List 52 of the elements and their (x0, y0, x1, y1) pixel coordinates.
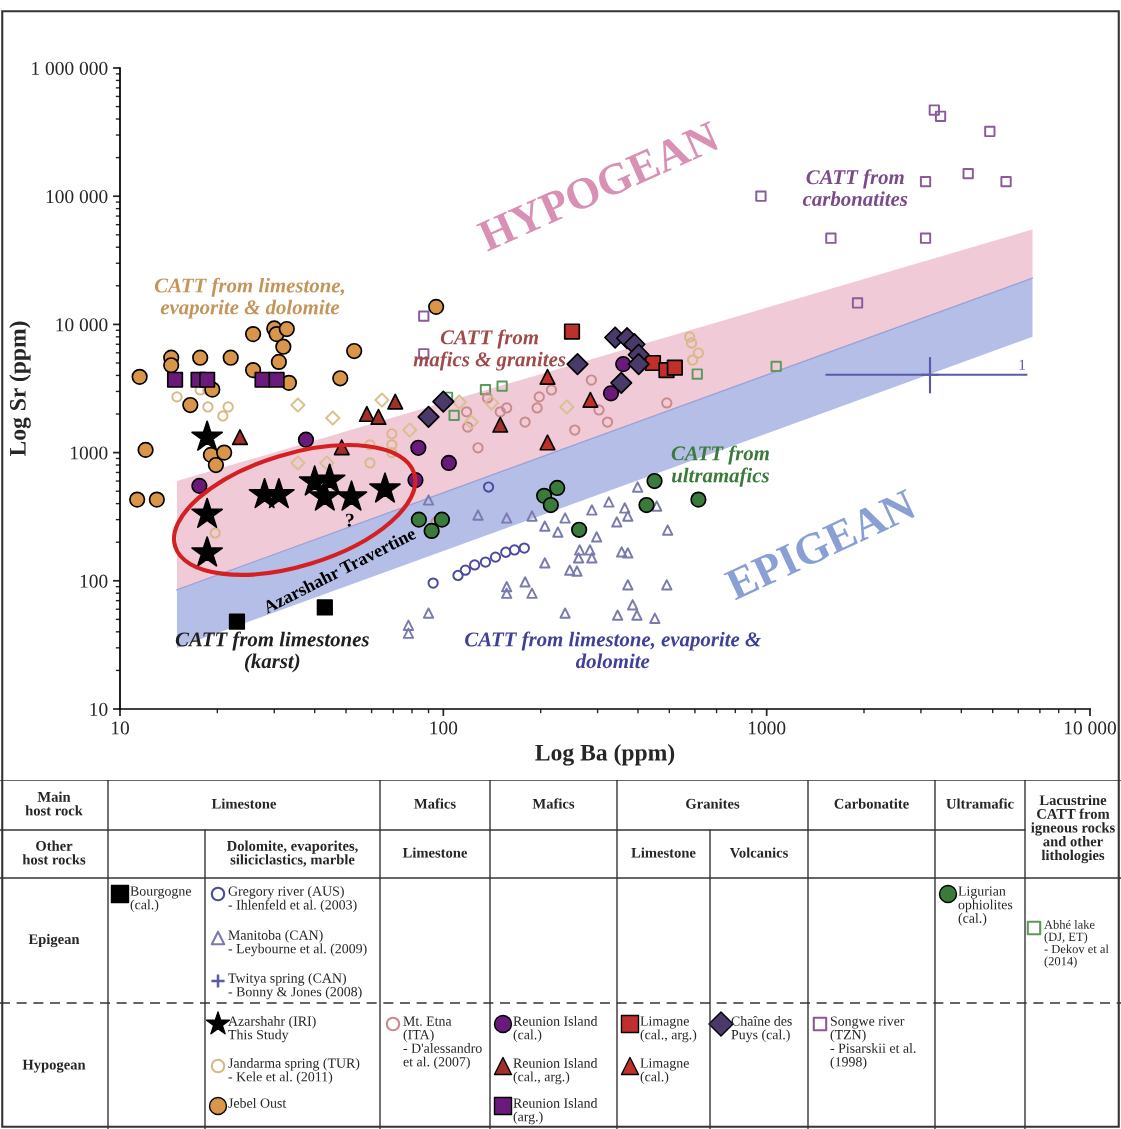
text: Limestone (211, 798, 277, 809)
annotation: CATT from carbonatites (802, 169, 908, 207)
legend-label: Limagne (cal.) (640, 1058, 689, 1085)
x-tick-label: 100 (430, 721, 458, 735)
annotation: CATT from mafics & granites (413, 329, 566, 371)
text: Volcanics (729, 847, 788, 858)
legend-label: Limagne (cal., arg.) (640, 1016, 697, 1043)
text: Hypogean (22, 1059, 86, 1073)
text: Granites (686, 798, 740, 809)
legend-label: Ligurian ophiolites (cal.) (958, 886, 1013, 926)
text: Dolomite, evaporites, siliciclastics, marble (226, 840, 358, 867)
y-tick-label: 10 (90, 702, 108, 716)
x-tick-label: 1000 (748, 721, 786, 735)
y-tick-label: 1000 (71, 446, 108, 460)
legend-label: Reunion Island (arg.) (513, 1098, 598, 1125)
text: Main host rock (25, 791, 83, 816)
legend-label: Songwe river (TZN) - Pisarskii et al. (1998) (830, 1016, 916, 1070)
text: Limestone (402, 847, 468, 858)
legend-label: Mt. Etna (ITA) - D'alessandro et al. (2007) (403, 1016, 482, 1070)
annotation: CATT from limestones (karst) (175, 631, 369, 673)
text: Other host rocks (22, 840, 86, 865)
annotation: CATT from limestone, evaporite & dolomite (465, 631, 761, 669)
text: Lacustrine CATT from igneous rocks and other lithologies (1031, 794, 1115, 864)
x-axis-title: Log Ba (ppm) (535, 743, 675, 766)
legend-label: Jebel Oust (228, 1098, 287, 1108)
legend-label: Manitoba (CAN) - Leybourne et al. (2009) (228, 930, 367, 957)
annotation: CATT from limestone, evaporite & dolomite (154, 277, 345, 319)
legend-label: Azarshahr (IRI) This Study (228, 1016, 316, 1043)
text: Carbonatite (834, 798, 909, 809)
y-axis-title: Log Sr (ppm) (9, 321, 31, 457)
legend-label: Bourgogne (cal.) (130, 886, 191, 913)
legend-label: Chaîne des Puys (cal.) (731, 1015, 792, 1043)
annotation: 1 (1019, 359, 1025, 370)
y-tick-label: 100 000 (46, 190, 108, 204)
text: Epigean (28, 933, 80, 948)
text: Mafics (532, 798, 575, 809)
text: Ultramafic (946, 798, 1014, 809)
legend-label: Abhé lake (DJ, ET) - Dekov et al (2014) (1044, 919, 1109, 968)
x-tick-label: 10 (111, 721, 129, 735)
legend-label: Gregory river (AUS) - Ihlenfeld et al. (2003) (228, 886, 357, 913)
x-tick-label: 10 000 (1064, 721, 1116, 735)
legend-label: Twitya spring (CAN) - Bonny & Jones (2008) (228, 973, 362, 1000)
annotation: CATT from ultramafics (671, 445, 769, 487)
y-tick-label: 100 (80, 574, 108, 588)
legend-label: Reunion Island (cal., arg.) (513, 1058, 598, 1085)
legend-label: Jandarma spring (TUR) - Kele et al. (2011) (228, 1058, 360, 1085)
legend-label: Reunion Island (cal.) (513, 1016, 598, 1043)
text: Limestone (631, 847, 696, 858)
y-tick-label: 1 000 000 (32, 61, 108, 75)
y-tick-label: 10 000 (56, 318, 108, 332)
annotation: ? (346, 513, 354, 527)
text: Mafics (414, 798, 456, 809)
